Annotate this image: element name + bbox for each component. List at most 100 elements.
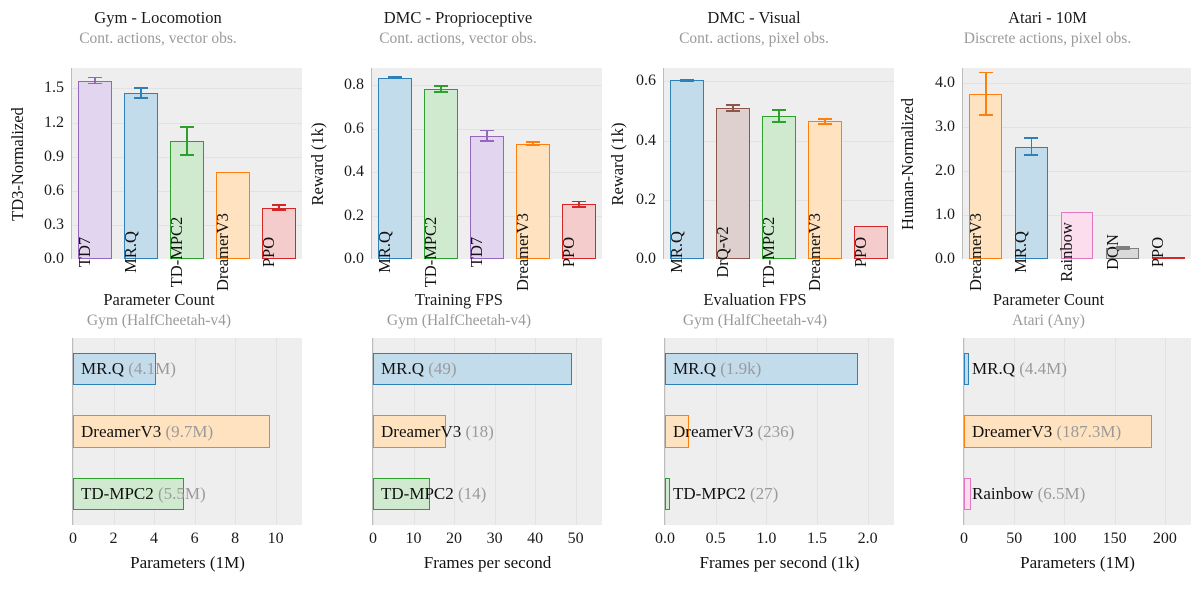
- panel-evaluation-fps: Evaluation FPS Gym (HalfCheetah-v4) 0.0 0.5…: [608, 290, 902, 589]
- error-bar-cap-top: [726, 103, 740, 106]
- panel-subtitle: Discrete actions, pixel obs.: [963, 30, 1132, 47]
- error-bar-cap-bottom: [726, 109, 740, 112]
- panel-title: Gym - Locomotion: [94, 8, 222, 27]
- x-tick-label: 50: [1006, 530, 1023, 547]
- y-tick-label: 0.6: [636, 72, 656, 90]
- x-axis-label: Parameters (1M): [130, 553, 245, 572]
- bar-ppo[interactable]: PPO: [1148, 237, 1185, 267]
- y-tick-label: 4.0: [935, 73, 955, 91]
- plot-area: MR.Q DrQ-v2 TD-MPC2 DreamerV3 PPO: [664, 68, 894, 291]
- y-axis-spine: [963, 338, 965, 525]
- bar-label: TD-MPC2: [166, 216, 186, 288]
- bar-mr-q[interactable]: MR.Q: [375, 77, 412, 273]
- panel-title: Parameter Count: [103, 290, 215, 309]
- bar-td-mpc2[interactable]: [373, 477, 430, 511]
- bar-label: DreamerV3 (18): [381, 422, 494, 442]
- error-bar-line: [440, 84, 442, 93]
- error-bar-cap-top: [134, 86, 148, 89]
- bar-label: DQN: [1102, 234, 1122, 270]
- bar-label-name: DreamerV3: [81, 421, 166, 441]
- bar-mr-q[interactable]: [73, 352, 157, 386]
- bar-label-value: (187.3M): [1056, 421, 1122, 441]
- bar-label-value: (9.7M): [165, 421, 214, 441]
- bar-label-name: DreamerV3: [673, 421, 758, 441]
- y-tick-label: 0.4: [636, 131, 656, 149]
- bar-td-mpc2[interactable]: TD-MPC2: [421, 88, 458, 287]
- panel-title: Training FPS: [415, 290, 503, 309]
- gridline-vertical: [715, 338, 717, 525]
- bar-label: Rainbow (6.5M): [972, 484, 1085, 504]
- panel-subtitle: Cont. actions, vector obs.: [379, 30, 537, 47]
- panel-title: DMC - Visual: [707, 8, 801, 27]
- bar-label: MR.Q: [666, 231, 686, 273]
- bar-ppo[interactable]: PPO: [259, 207, 296, 267]
- gridline-vertical: [275, 338, 277, 525]
- x-tick-label: 0.5: [705, 530, 726, 547]
- bar-dreamerv3[interactable]: [665, 415, 689, 448]
- error-bar-cap-bottom: [134, 97, 148, 100]
- bar-label: MR.Q (1.9k): [673, 359, 761, 379]
- plot-area: DreamerV3 MR.Q Rainbow DQN PPO: [963, 68, 1191, 291]
- error-bar-cap-bottom: [180, 153, 194, 156]
- y-axis-spine: [663, 68, 665, 259]
- bar-td-mpc2[interactable]: [73, 477, 185, 511]
- y-tick-label: 0.0: [44, 250, 64, 267]
- x-tick-label: 40: [527, 530, 544, 547]
- bar-dreamerv3[interactable]: DreamerV3: [805, 121, 842, 291]
- y-tick-label: 0.6: [44, 181, 64, 199]
- bar-label: TD-MPC2 (27): [673, 484, 778, 504]
- bar-td-mpc2[interactable]: TD-MPC2: [759, 115, 796, 287]
- error-bar-cap-bottom: [818, 122, 832, 125]
- bar-dreamerv3[interactable]: DreamerV3: [213, 172, 250, 291]
- bar-td-mpc2[interactable]: [665, 477, 670, 511]
- bar-label-value: (49): [428, 359, 457, 379]
- bar-mr-q[interactable]: MR.Q: [1011, 146, 1048, 273]
- bar-label: MR.Q (49): [381, 359, 457, 379]
- bar-mr-q[interactable]: [665, 352, 858, 386]
- error-bar-cap-bottom: [88, 82, 102, 85]
- panel-subtitle: Gym (HalfCheetah-v4): [86, 312, 232, 329]
- error-bar-cap-top: [88, 76, 102, 79]
- bar-dreamerv3[interactable]: DreamerV3: [513, 143, 550, 291]
- bar-dreamerv3[interactable]: DreamerV3: [966, 93, 1003, 291]
- gridline-vertical: [766, 338, 768, 525]
- bar-mr-q[interactable]: [964, 352, 969, 386]
- x-tick-label: 6: [190, 530, 199, 547]
- bar-label-name: MR.Q: [81, 359, 129, 379]
- bar-dreamerv3[interactable]: [373, 415, 446, 448]
- x-tick-label: 0.0: [655, 530, 675, 547]
- panel-subtitle: Cont. actions, vector obs.: [79, 30, 237, 47]
- error-bar-cap-top: [1024, 137, 1039, 140]
- bar-label-value: (4.1M): [128, 359, 176, 379]
- error-bar-line: [824, 118, 826, 125]
- y-axis-spine: [664, 338, 666, 525]
- bar-dreamerv3[interactable]: [73, 415, 270, 448]
- bar-drq-v2[interactable]: DrQ-v2: [713, 107, 750, 278]
- panel-gym-locomotion: Gym - Locomotion Cont. actions, vector ob…: [8, 8, 308, 291]
- bar-label-name: TD-MPC2: [381, 483, 458, 503]
- bar-dreamerv3[interactable]: [964, 415, 1153, 448]
- bar-mr-q[interactable]: MR.Q: [121, 93, 158, 273]
- error-bar-line: [532, 141, 534, 146]
- gridline-vertical: [867, 338, 869, 525]
- bar-label: DreamerV3: [212, 213, 232, 291]
- bar-dqn[interactable]: DQN: [1103, 234, 1139, 270]
- x-tick-label: 8: [231, 530, 240, 547]
- bar-ppo[interactable]: PPO: [559, 204, 596, 267]
- bar-rainbow[interactable]: [964, 477, 971, 511]
- error-bar-cap-bottom: [680, 80, 694, 82]
- y-axis-spine: [962, 68, 964, 259]
- gridline-horizontal: [372, 85, 602, 87]
- bar-td7[interactable]: TD7: [467, 135, 504, 267]
- bar-rainbow[interactable]: Rainbow: [1057, 211, 1094, 282]
- bar-mr-q[interactable]: [373, 352, 572, 386]
- bar-label-value: (6.5M): [1037, 483, 1086, 503]
- bar-td7[interactable]: TD7: [75, 80, 112, 267]
- error-bar-cap-bottom: [526, 144, 540, 146]
- bar-td-mpc2[interactable]: TD-MPC2: [167, 140, 204, 287]
- y-tick-label: 0.4: [344, 163, 364, 181]
- error-bar-line: [140, 86, 142, 100]
- bar-ppo[interactable]: PPO: [851, 225, 888, 267]
- bar-label: TD-MPC2: [758, 216, 778, 288]
- bar-mr-q[interactable]: MR.Q: [667, 80, 704, 273]
